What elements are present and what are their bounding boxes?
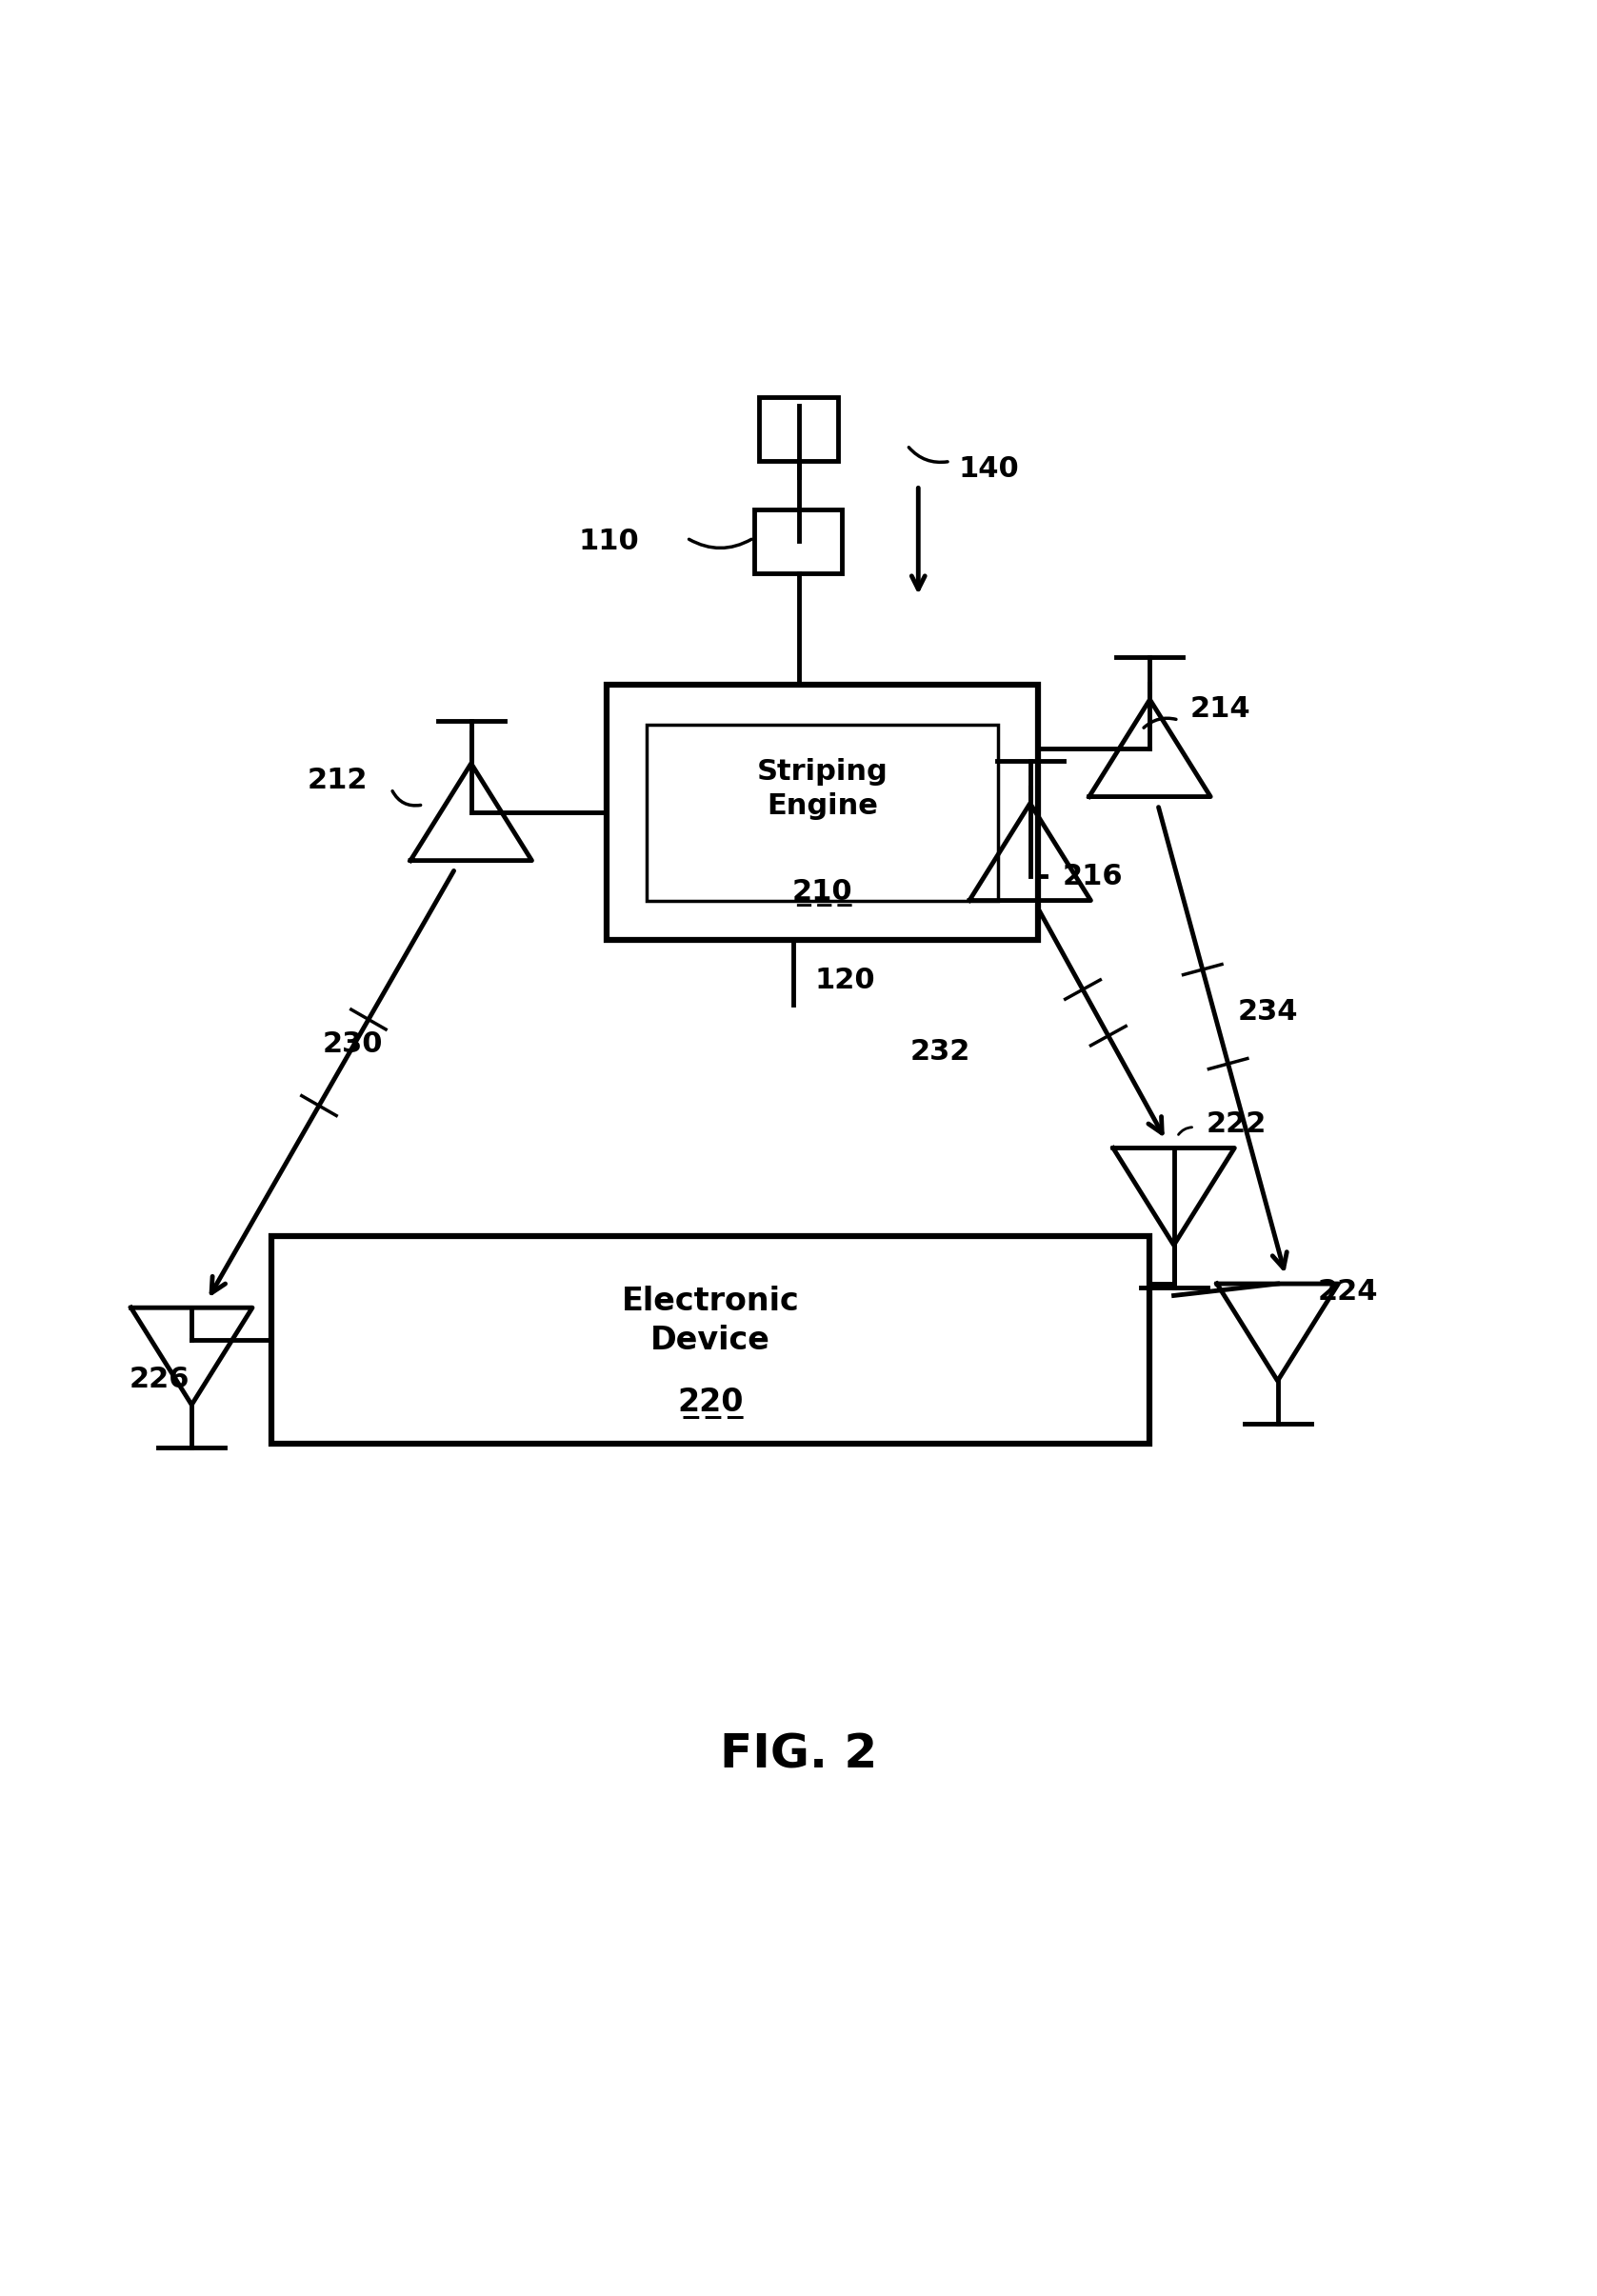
Text: 140: 140 (958, 455, 1019, 482)
Bar (754, 510, 842, 574)
Bar (271, 1235, 1150, 1444)
Text: 234: 234 (1238, 999, 1298, 1026)
Text: 216: 216 (1062, 863, 1123, 891)
Text: FIG. 2: FIG. 2 (720, 1731, 877, 1777)
Text: 226: 226 (129, 1366, 190, 1394)
Bar (759, 397, 838, 461)
Text: 120: 120 (814, 967, 875, 994)
Text: 230: 230 (323, 1031, 383, 1058)
Bar (607, 684, 1038, 941)
Text: 212: 212 (307, 767, 367, 794)
Text: 224: 224 (1318, 1279, 1378, 1306)
Text: Electronic
Device: Electronic Device (621, 1286, 800, 1355)
Text: Striping
Engine: Striping Engine (757, 758, 888, 820)
Text: 214: 214 (1190, 696, 1250, 723)
Text: 2̲1̲0̲: 2̲1̲0̲ (792, 879, 853, 907)
Bar (647, 726, 998, 900)
Text: 222: 222 (1206, 1111, 1266, 1139)
Text: 232: 232 (910, 1038, 971, 1065)
Text: 2̲2̲0̲: 2̲2̲0̲ (677, 1387, 744, 1419)
Text: 110: 110 (578, 528, 639, 556)
